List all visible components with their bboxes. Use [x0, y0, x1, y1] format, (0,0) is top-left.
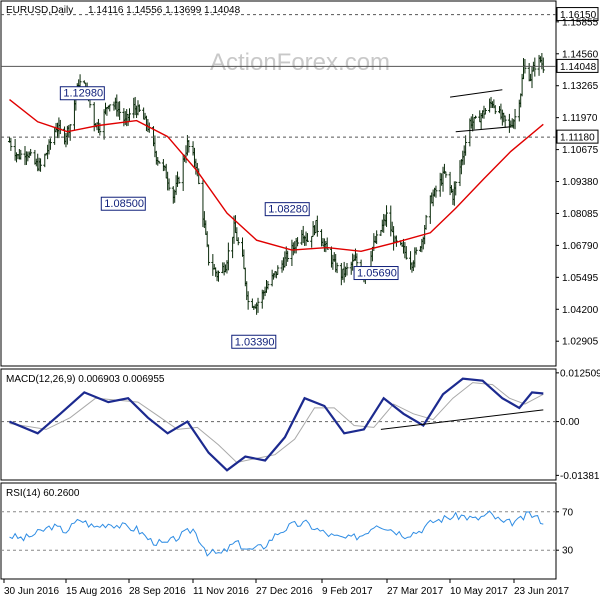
macd-tick-label: -0.013813: [560, 471, 600, 482]
rsi-axis: 70 30: [556, 507, 574, 557]
rsi-lines: [1, 510, 556, 557]
rsi-panel-frame: [0, 482, 557, 580]
price-level-label: 1.14048: [560, 62, 597, 73]
price-tick-label: 1.02905: [562, 337, 599, 348]
rsi-title: RSI(14) 60.2600: [6, 488, 80, 499]
annotation-box: [231, 334, 277, 349]
price-tick-label: 1.05495: [562, 273, 599, 284]
macd-trend-line: [380, 409, 544, 430]
price-level-box: [556, 58, 599, 73]
price-trend-lines: [450, 89, 511, 133]
rsi-tick-label: 30: [562, 546, 574, 557]
time-tick-label: 15 Aug 2016: [66, 586, 123, 597]
price-tick-label: 1.13265: [562, 81, 599, 92]
time-tick-label: 10 May 2017: [450, 586, 508, 597]
annotation-label: 1.05690: [357, 268, 397, 280]
annotation-box: [264, 202, 310, 217]
macd-tick-label: 0.00: [560, 417, 580, 428]
price-level-box: [556, 7, 599, 22]
price-level-label: 1.16150: [560, 10, 597, 21]
annotation-box: [353, 266, 399, 281]
price-tick-label: 1.11970: [562, 113, 598, 124]
watermark: ActionForex.com: [210, 49, 390, 76]
price-axis: 1.15855 1.14560 1.13265 1.11970 1.10675 1.093…: [556, 17, 599, 348]
price-level-box: [556, 129, 599, 144]
price-levels: 1.16150 1.14048 1.11180: [1, 7, 599, 144]
time-tick-label: 9 Feb 2017: [322, 586, 373, 597]
macd-signal-line: [9, 382, 544, 464]
price-trend-line: [455, 126, 511, 133]
rsi-line: [9, 510, 544, 557]
price-level-label: 1.11180: [560, 133, 595, 144]
price-trend-line: [450, 89, 503, 98]
price-tick-label: 1.14560: [562, 49, 599, 60]
rsi-tick-label: 70: [562, 507, 574, 518]
price-tick-label: 1.04200: [562, 305, 599, 316]
annotation-label: 1.08280: [268, 204, 308, 216]
price-tick-label: 1.08085: [562, 209, 599, 220]
macd-tick-label: 0.012509: [560, 368, 600, 379]
time-axis: 30 Jun 2016 15 Aug 2016 28 Sep 2016 11 Nov …: [3, 579, 569, 597]
time-tick-label: 30 Jun 2016: [4, 586, 59, 597]
time-tick-label: 27 Dec 2016: [256, 586, 313, 597]
macd-lines: [9, 377, 544, 472]
macd-line: [9, 377, 544, 472]
annotation-box: [59, 86, 105, 101]
rsi-panel: RSI(14) 60.2600 70 30: [0, 482, 574, 580]
time-tick-label: 27 Mar 2017: [387, 586, 444, 597]
ohlc-readout: 1.14116 1.14556 1.13699 1.14048: [88, 5, 241, 16]
time-tick-label: 23 Jun 2017: [514, 586, 569, 597]
price-tick-label: 1.09380: [562, 177, 599, 188]
price-tick-label: 1.06790: [562, 241, 599, 252]
moving-average-line: [9, 99, 544, 253]
time-tick-label: 28 Sep 2016: [129, 586, 186, 597]
annotation-label: 1.12980: [63, 88, 103, 100]
time-tick-label: 11 Nov 2016: [193, 586, 249, 597]
macd-panel-frame: [0, 368, 557, 481]
annotation-box: [100, 196, 146, 211]
price-tick-label: 1.15855: [562, 17, 599, 28]
annotation-label: 1.03390: [235, 336, 275, 348]
price-panel-frame: [0, 0, 557, 367]
symbol-label: EURUSD,Daily: [6, 5, 73, 16]
macd-panel: MACD(12,26,9) 0.006903 0.006955 0.012509…: [0, 368, 600, 482]
price-annotations: 1.12980 1.08500 1.08280 1.05690 1.03390: [59, 86, 399, 349]
price-panel: ActionForex.com EURUSD,Daily 1.14116 1.1…: [0, 0, 599, 367]
macd-title: MACD(12,26,9) 0.006903 0.006955: [6, 374, 165, 385]
price-tick-label: 1.10675: [562, 145, 599, 156]
annotation-label: 1.08500: [104, 198, 144, 210]
macd-axis: 0.012509 0.00 -0.013813: [556, 368, 600, 482]
